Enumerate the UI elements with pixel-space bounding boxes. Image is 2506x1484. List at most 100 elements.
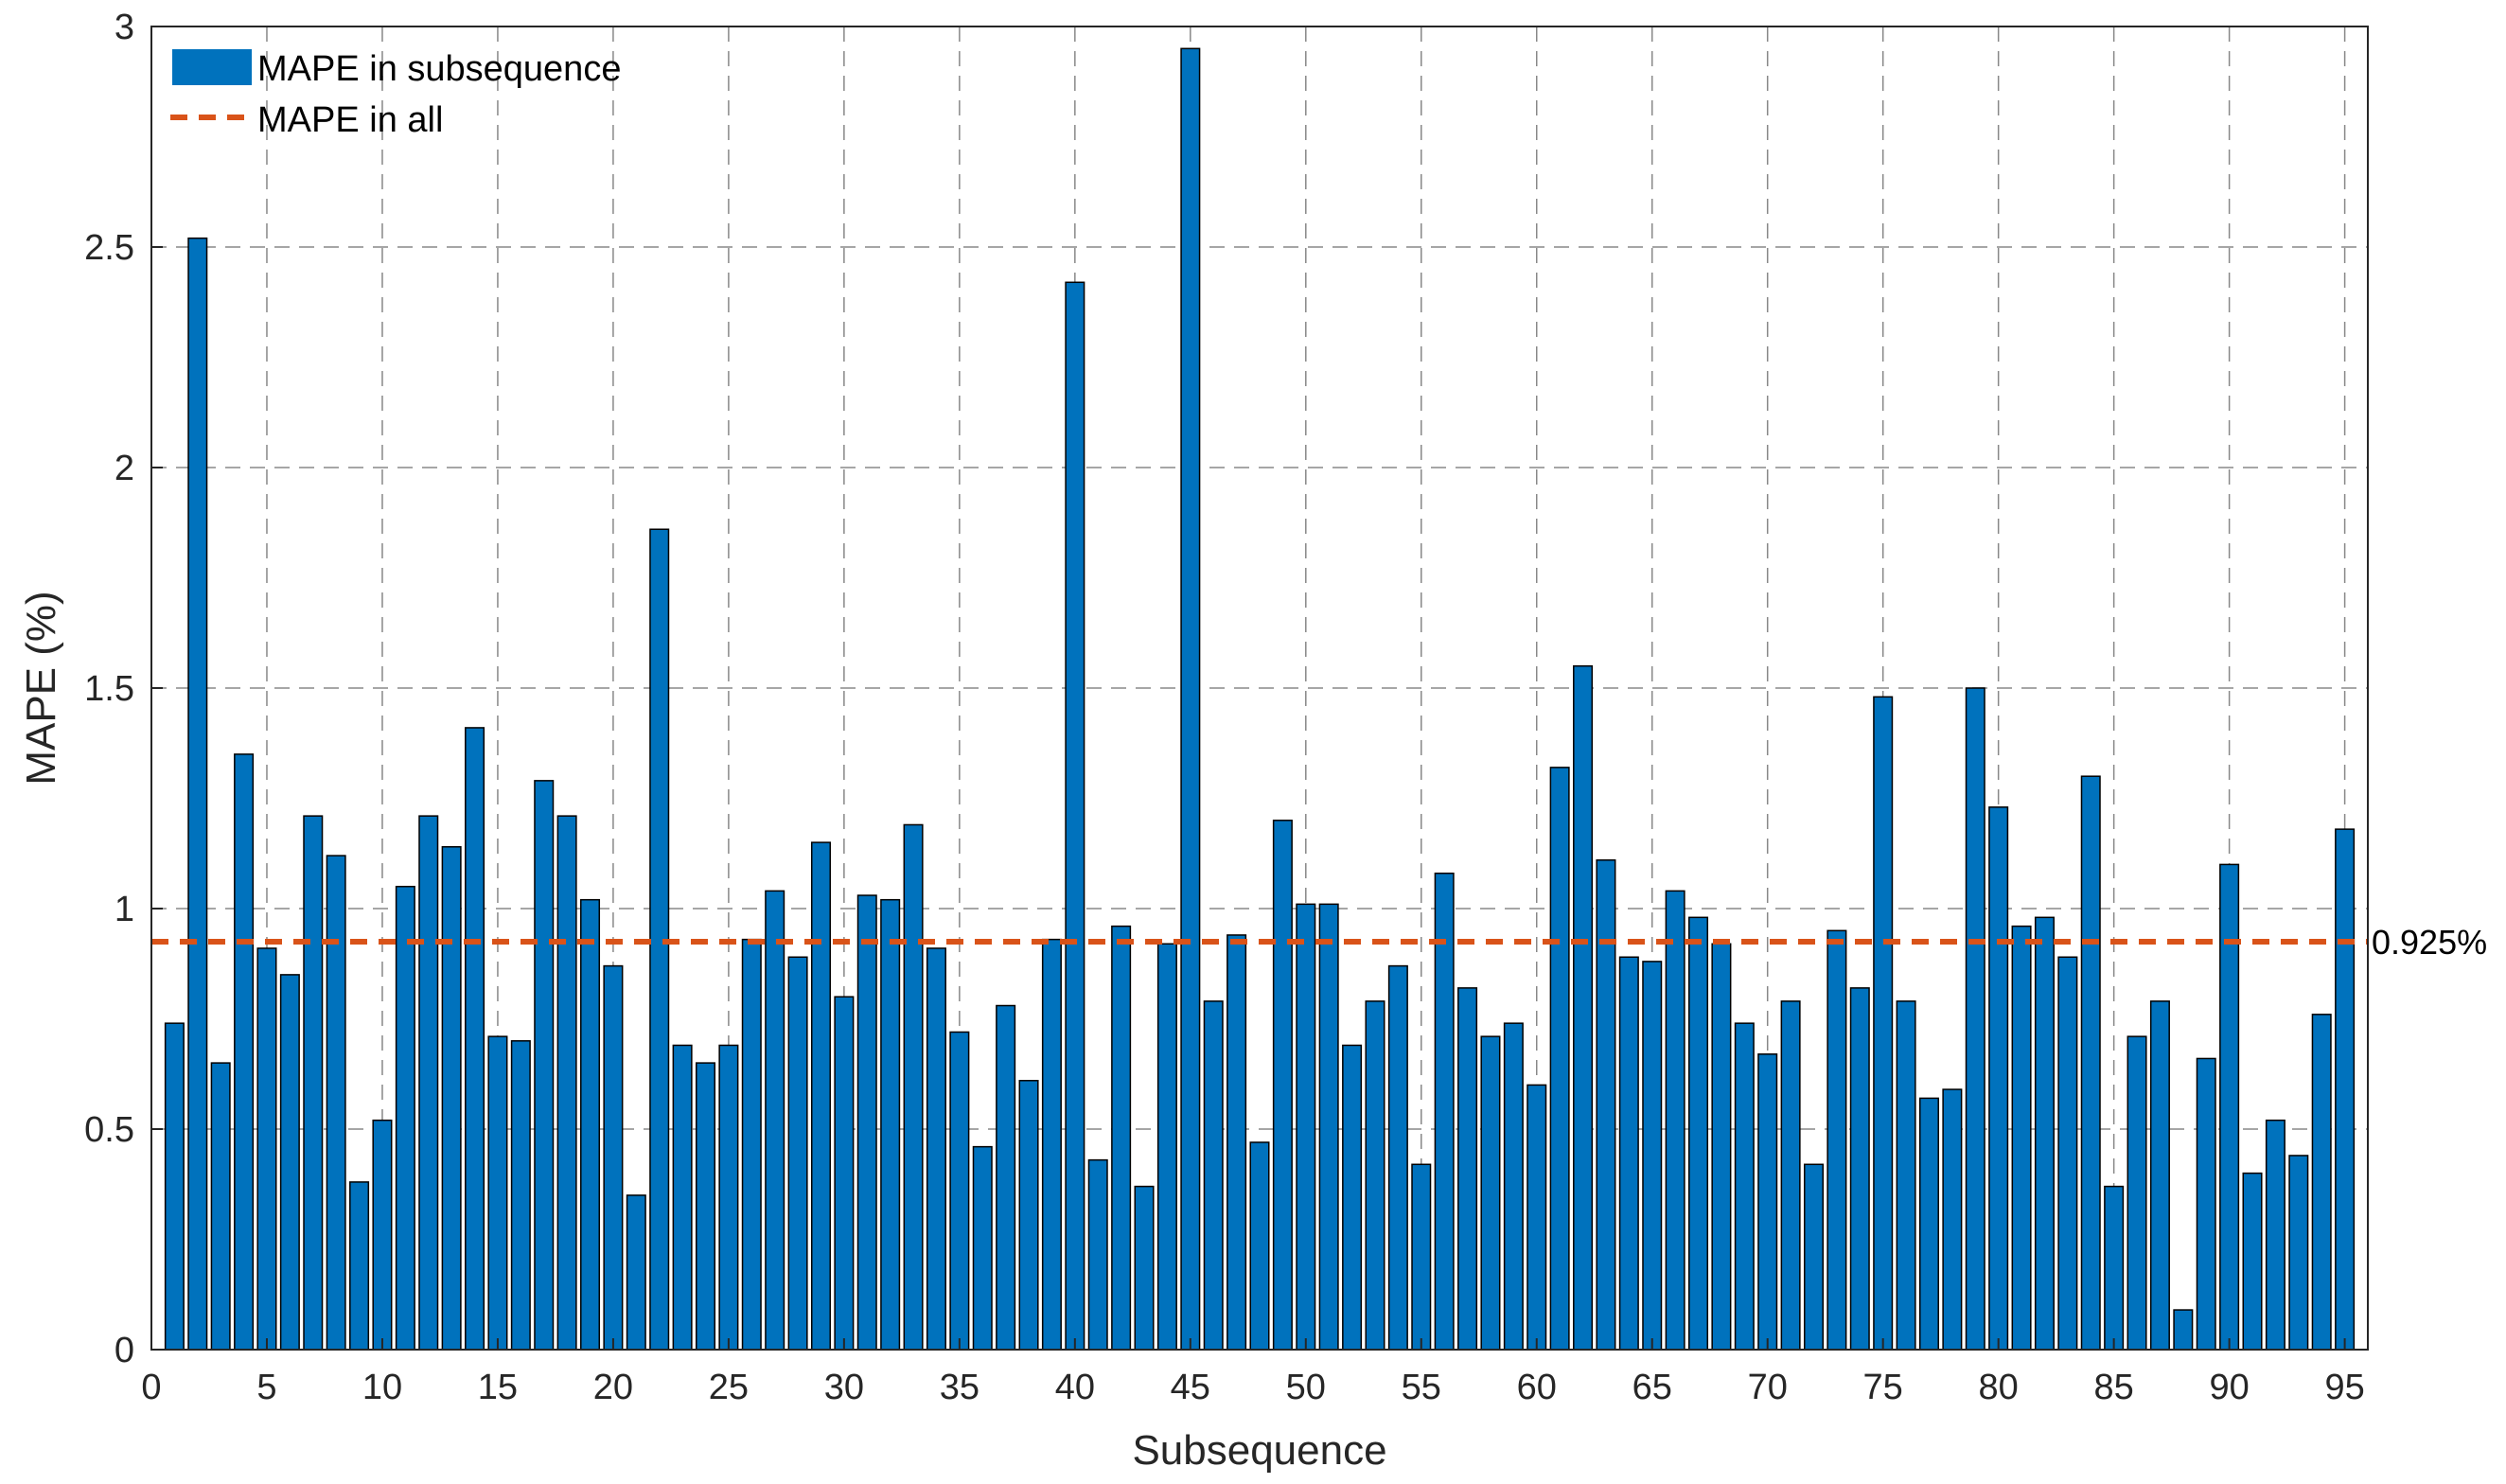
bar-55	[1411, 1163, 1432, 1351]
bar-74	[1849, 987, 1870, 1351]
bar-15	[487, 1035, 508, 1351]
bar-41	[1087, 1158, 1108, 1351]
bar-86	[2127, 1035, 2147, 1351]
bar-14	[465, 727, 485, 1351]
bar-30	[834, 996, 855, 1351]
bar-2	[187, 237, 208, 1351]
bar-50	[1296, 903, 1316, 1351]
bar-71	[1780, 1000, 1801, 1351]
x-tick-label: 60	[1517, 1368, 1557, 1407]
bar-94	[2311, 1014, 2332, 1351]
x-tick-label: 75	[1863, 1368, 1903, 1407]
x-tick-label: 50	[1286, 1368, 1326, 1407]
bar-72	[1803, 1163, 1825, 1351]
x-tick-label: 80	[1979, 1368, 2019, 1407]
bar-81	[2011, 925, 2032, 1351]
x-tick-label: 25	[709, 1368, 749, 1407]
bar-21	[626, 1194, 646, 1351]
y-tick-label: 1	[115, 890, 134, 929]
bar-42	[1111, 925, 1132, 1351]
bar-54	[1387, 964, 1408, 1351]
bar-95	[2335, 828, 2356, 1351]
legend: MAPE in subsequence MAPE in all	[170, 49, 621, 140]
bar-85	[2104, 1185, 2125, 1351]
x-tick-label: 10	[362, 1368, 402, 1407]
bars	[164, 47, 2356, 1351]
bar-37	[996, 1004, 1016, 1351]
bar-19	[580, 898, 601, 1351]
bar-49	[1272, 820, 1293, 1351]
x-tick-label: 5	[256, 1368, 276, 1407]
bar-17	[534, 780, 555, 1351]
bar-48	[1249, 1141, 1270, 1351]
bar-62	[1573, 664, 1594, 1351]
bar-63	[1596, 858, 1616, 1351]
legend-bar-swatch	[172, 49, 252, 85]
legend-label-mape-in-all: MAPE in all	[257, 100, 443, 140]
bar-52	[1342, 1044, 1363, 1351]
bar-27	[765, 890, 785, 1351]
bar-13	[441, 846, 462, 1351]
bar-75	[1873, 696, 1894, 1351]
bar-64	[1618, 956, 1639, 1351]
bar-87	[2149, 1000, 2170, 1351]
bar-89	[2196, 1057, 2216, 1351]
bar-84	[2080, 775, 2101, 1351]
bar-88	[2173, 1309, 2194, 1351]
x-tick-label: 0	[141, 1368, 161, 1407]
bar-34	[926, 947, 946, 1351]
bar-33	[903, 823, 924, 1351]
x-tick-label: 15	[478, 1368, 518, 1407]
bar-70	[1757, 1053, 1778, 1351]
x-tick-label: 70	[1748, 1368, 1788, 1407]
bar-59	[1503, 1022, 1524, 1351]
bar-90	[2219, 863, 2240, 1351]
bar-31	[856, 894, 877, 1351]
bar-92	[2265, 1119, 2285, 1351]
bar-65	[1642, 961, 1663, 1351]
bar-6	[279, 974, 300, 1351]
bar-82	[2034, 916, 2055, 1351]
bar-39	[1041, 938, 1062, 1351]
bar-83	[2057, 956, 2078, 1351]
bar-69	[1734, 1022, 1755, 1351]
y-tick-label: 1.5	[84, 669, 134, 709]
bar-9	[349, 1181, 370, 1351]
bar-20	[603, 964, 624, 1351]
bar-36	[972, 1145, 993, 1351]
bar-10	[372, 1119, 393, 1351]
x-tick-label: 95	[2324, 1368, 2364, 1407]
bar-3	[210, 1062, 231, 1351]
mape-in-all-label: 0.925%	[2372, 923, 2487, 962]
bar-57	[1457, 987, 1478, 1351]
bar-61	[1549, 767, 1570, 1351]
bar-4	[234, 753, 255, 1351]
x-tick-label: 35	[940, 1368, 979, 1407]
bar-16	[510, 1040, 531, 1351]
bar-76	[1896, 1000, 1916, 1351]
y-axis: 0 0.5 1 1.5 2 2.5 3	[84, 8, 163, 1370]
bar-68	[1711, 943, 1732, 1351]
bar-44	[1156, 943, 1177, 1351]
bar-51	[1318, 903, 1339, 1351]
bar-47	[1227, 934, 1247, 1351]
bar-32	[880, 898, 901, 1351]
bar-18	[556, 815, 577, 1351]
bar-5	[256, 947, 277, 1351]
bar-35	[949, 1031, 970, 1351]
x-axis-label: Subsequence	[1132, 1427, 1386, 1474]
bar-43	[1134, 1185, 1155, 1351]
bar-66	[1665, 890, 1685, 1351]
x-tick-label: 30	[824, 1368, 864, 1407]
y-axis-label: MAPE (%)	[18, 591, 64, 785]
x-tick-label: 45	[1171, 1368, 1210, 1407]
x-tick-label: 65	[1632, 1368, 1672, 1407]
bar-56	[1434, 872, 1455, 1351]
bar-73	[1827, 929, 1847, 1351]
bar-26	[741, 938, 762, 1351]
bar-53	[1365, 1000, 1385, 1351]
bar-91	[2242, 1172, 2263, 1351]
x-tick-label: 90	[2209, 1368, 2249, 1407]
y-tick-label: 0	[115, 1331, 134, 1370]
bar-46	[1203, 1000, 1224, 1351]
